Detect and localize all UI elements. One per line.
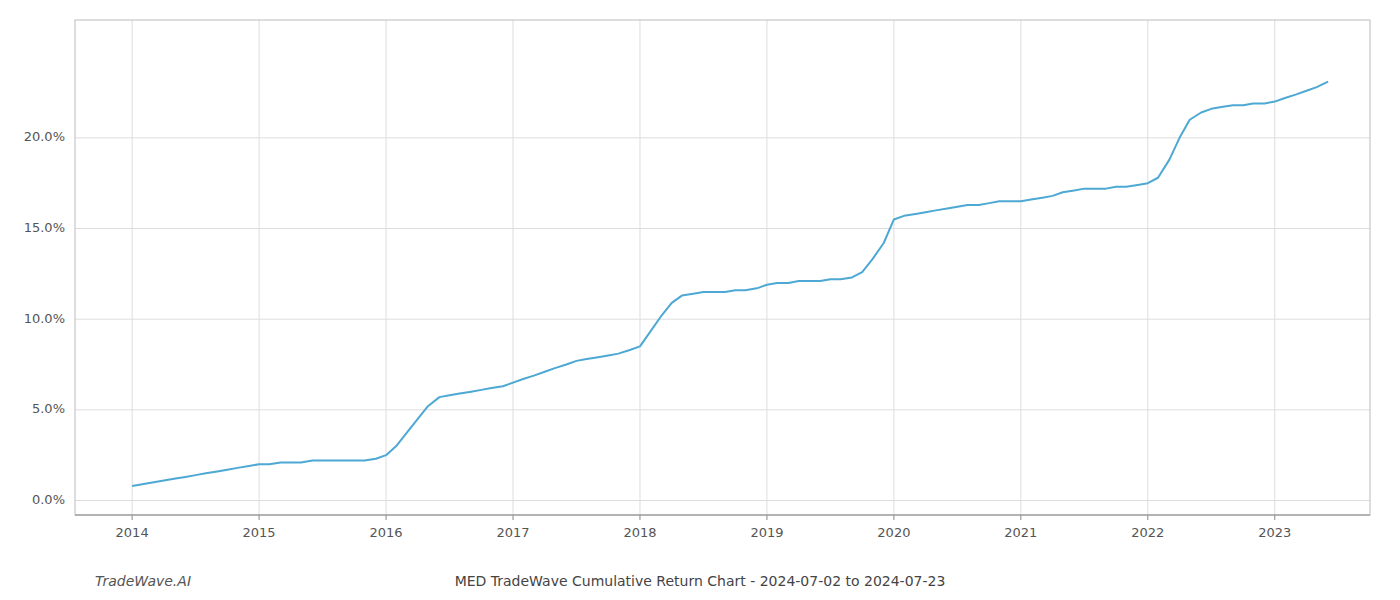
x-tick-label: 2021 xyxy=(1004,525,1037,540)
axes: 0.0% 5.0% 10.0% 15.0% 20.0% 2014 2015 2016 2017 2… xyxy=(24,20,1370,540)
x-tick-mark xyxy=(893,515,894,520)
y-grid-line xyxy=(75,409,1370,410)
x-tick-mark xyxy=(513,515,514,520)
x-grid-line xyxy=(513,20,514,515)
plot-frame xyxy=(75,20,1370,515)
title: MED TradeWave Cumulative Return Chart - … xyxy=(455,573,946,589)
x-tick-label: 2023 xyxy=(1258,525,1291,540)
y-grid-line xyxy=(75,137,1370,138)
x-tick-label: 2019 xyxy=(750,525,783,540)
x-grid-line xyxy=(766,20,767,515)
y-tick-label: 15.0% xyxy=(24,220,65,235)
y-tick-label: 10.0% xyxy=(24,311,65,326)
y-grid-line xyxy=(75,319,1370,320)
page: {"chart_data": { "type": "line", "title"… xyxy=(0,0,1400,600)
x-tick-label: 2017 xyxy=(496,525,529,540)
x-grid-line xyxy=(386,20,387,515)
y-grid-line xyxy=(75,500,1370,501)
y-tick-label: 20.0% xyxy=(24,129,65,144)
y-grid-line xyxy=(75,228,1370,229)
x-tick-mark xyxy=(639,515,640,520)
x-grid-line xyxy=(1274,20,1275,515)
x-grid-line xyxy=(639,20,640,515)
chart-container: 0.0% 5.0% 10.0% 15.0% 20.0% 2014 2015 2016 2017 2… xyxy=(0,0,1400,600)
x-tick-label: 2016 xyxy=(370,525,403,540)
x-axis-line xyxy=(75,515,1370,516)
line xyxy=(132,82,1328,486)
x-tick-label: 2018 xyxy=(623,525,656,540)
x-tick-label: 2014 xyxy=(116,525,149,540)
x-grid-line xyxy=(1020,20,1021,515)
x-tick-mark xyxy=(1274,515,1275,520)
grid xyxy=(75,20,1370,515)
x-tick-mark xyxy=(259,515,260,520)
watermark: TradeWave.AI xyxy=(95,573,191,589)
x-tick-mark xyxy=(132,515,133,520)
x-tick-label: 2015 xyxy=(243,525,276,540)
x-grid-line xyxy=(259,20,260,515)
y-tick-label: 0.0% xyxy=(32,492,65,507)
plot-background xyxy=(75,20,1370,515)
x-tick-mark xyxy=(386,515,387,520)
x-tick-label: 2020 xyxy=(877,525,910,540)
x-grid-line xyxy=(132,20,133,515)
x-tick-label: 2022 xyxy=(1131,525,1164,540)
x-grid-line xyxy=(893,20,894,515)
data-layer xyxy=(132,82,1328,486)
x-tick-mark xyxy=(1147,515,1148,520)
x-tick-mark xyxy=(766,515,767,520)
y-tick-label: 5.0% xyxy=(32,401,65,416)
x-tick-mark xyxy=(1020,515,1021,520)
x-grid-line xyxy=(1147,20,1148,515)
chart-svg: 0.0% 5.0% 10.0% 15.0% 20.0% 2014 2015 2016 2017 2… xyxy=(0,0,1400,600)
